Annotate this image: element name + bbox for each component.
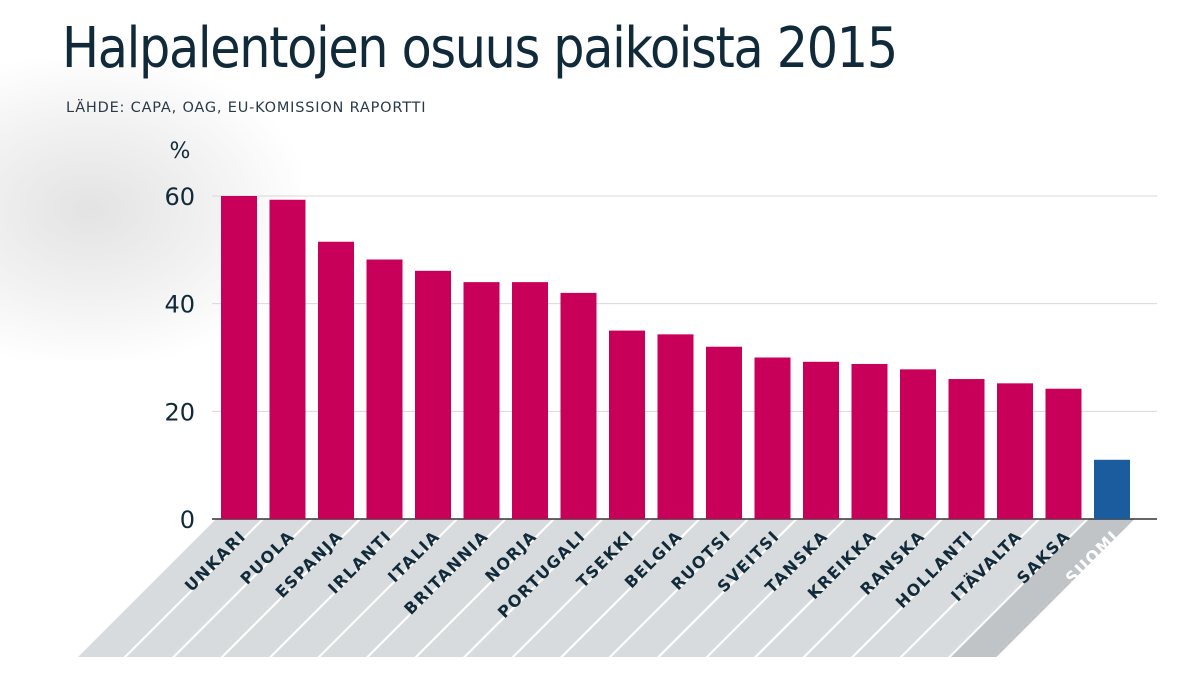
bar-kreikka [851,363,888,519]
category-label-band [951,519,1135,657]
category-label-band [223,519,407,657]
category-label-band [660,519,844,657]
y-tick-label: 40 [164,291,195,319]
bar-saksa [1045,388,1082,519]
chart-title: Halpalentojen osuus paikoista 2015 [62,16,898,81]
y-tick-label: 60 [164,183,195,211]
category-label-band [563,519,747,657]
bar-sveitsi [754,357,791,519]
bar-suomi [1094,459,1130,519]
bar-unkari [221,196,257,519]
bar-ranska [900,369,936,519]
bar-itävalta [997,383,1033,519]
category-label-band [757,519,941,657]
bar-italia [415,270,451,519]
category-label-band [272,519,456,657]
category-label-band [611,519,795,657]
bar-belgia [657,334,694,519]
category-label-band [78,519,262,657]
category-label-band [126,519,310,657]
y-tick-label: 0 [180,506,195,534]
source-note: LÄHDE: CAPA, OAG, EU-KOMISSION RAPORTTI [66,100,427,116]
category-label-band [514,519,698,657]
category-label-band [417,519,601,657]
bar-norja [512,282,548,519]
bar-britannia [463,282,500,519]
y-tick-label: 20 [164,398,195,426]
category-label-band [320,519,504,657]
bar-ruotsi [706,346,742,519]
category-label-band [175,519,359,657]
category-label-band [854,519,1038,657]
category-label-band [902,519,1086,657]
y-unit-label: % [170,139,191,164]
bar-tsekki [609,330,645,519]
bar-irlanti [366,259,403,519]
category-label-band [805,519,989,657]
bar-portugali [560,292,597,519]
bar-tanska [803,361,839,519]
bar-espanja [318,241,354,519]
category-label-band [369,519,553,657]
bar-hollanti [948,379,985,519]
category-label-band [466,519,650,657]
category-label-band [708,519,892,657]
bar-puola [269,199,306,520]
